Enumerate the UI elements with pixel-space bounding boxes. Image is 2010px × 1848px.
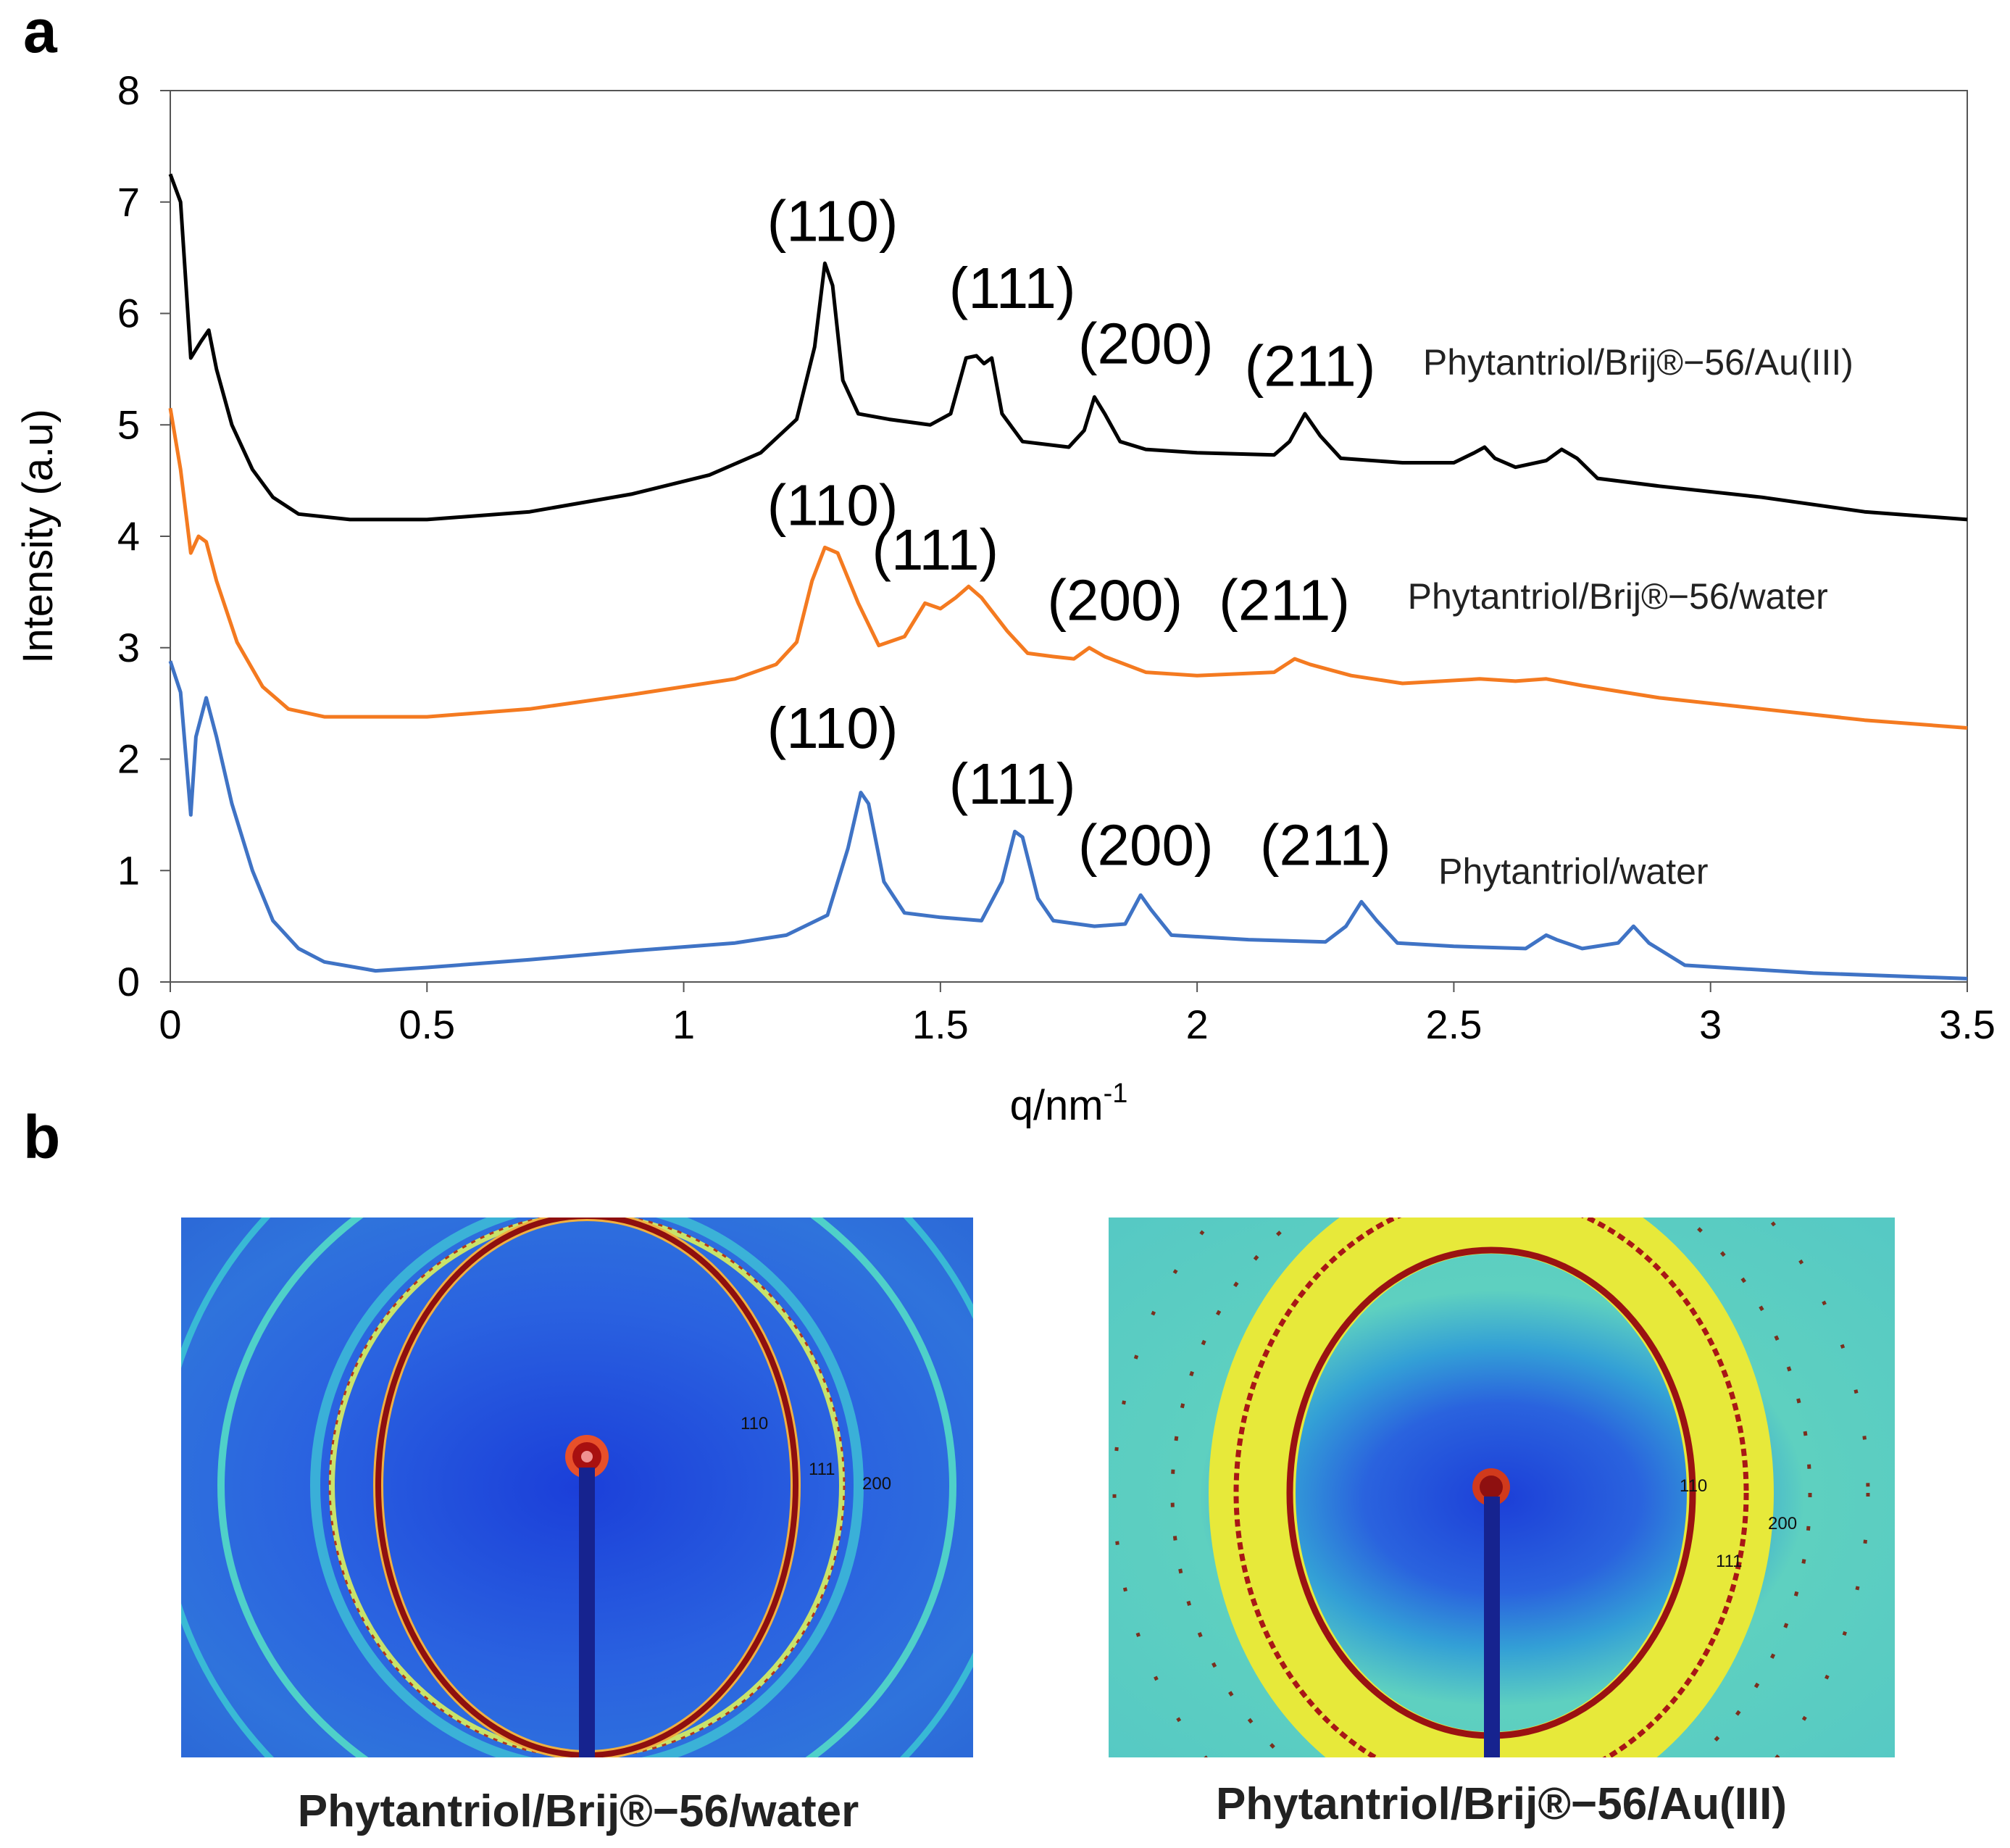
series-labels: Phytantriol/Brij®−56/Au(III) Phytantriol/… — [1408, 342, 1853, 892]
peak-label: (111) — [872, 517, 998, 582]
caption-water: Phytantriol/Brij®−56/water — [298, 1786, 859, 1836]
saxs-pattern-water: 110 111 200 Phytantriol/Brij®−56/water — [181, 1218, 973, 1836]
x-axis: 0 0.5 1 1.5 2 2.5 3 3.5 — [159, 982, 1996, 1047]
x-tick-label: 2.5 — [1425, 1002, 1482, 1047]
y-tick-label: 1 — [117, 847, 140, 893]
saxs-pattern-au: 110 111 200 Phytantriol/Brij®−56/Au(III) — [1109, 1218, 1895, 1829]
x-tick-label: 3.5 — [1939, 1002, 1996, 1047]
peak-label: (110) — [767, 189, 898, 254]
y-axis-title: Intensity (a.u) — [14, 409, 62, 663]
x-tick-label: 0.5 — [399, 1002, 455, 1047]
x-axis-title: q/nm-1 — [1010, 1078, 1128, 1129]
ring-label-200: 200 — [862, 1474, 891, 1494]
ring-label-200: 200 — [1768, 1514, 1797, 1533]
x-tick-label: 0 — [159, 1002, 181, 1047]
x-tick-label: 3 — [1699, 1002, 1722, 1047]
y-tick-label: 0 — [117, 959, 140, 1004]
y-tick-label: 7 — [117, 179, 140, 225]
y-tick-label: 5 — [117, 401, 140, 447]
y-tick-label: 3 — [117, 625, 140, 670]
series-line-2 — [168, 660, 1968, 981]
series-line-1 — [168, 407, 1968, 730]
peak-label: (111) — [949, 752, 1076, 816]
peak-label: (200) — [1047, 567, 1183, 632]
peak-label: (211) — [1219, 567, 1350, 632]
peak-label: (200) — [1078, 813, 1214, 878]
series-label: Phytantriol/water — [1438, 852, 1708, 892]
panel-label-a: a — [23, 0, 58, 65]
plot-frame — [170, 90, 1968, 983]
peak-label: (110) — [767, 473, 898, 538]
peak-label: (211) — [1245, 333, 1376, 398]
x-tick-label: 2 — [1186, 1002, 1209, 1047]
x-tick-label: 1 — [672, 1002, 695, 1047]
series-label: Phytantriol/Brij®−56/water — [1408, 576, 1828, 617]
series-line-0 — [168, 173, 1968, 522]
peak-label: (200) — [1078, 312, 1214, 376]
y-tick-label: 8 — [117, 67, 140, 113]
ring-label-111: 111 — [1716, 1552, 1742, 1571]
peak-label: (211) — [1260, 813, 1391, 878]
peak-annotations: (110)(111)(200) (211)(110)(111)(200) (211)… — [767, 189, 1391, 878]
caption-au: Phytantriol/Brij®−56/Au(III) — [1216, 1779, 1787, 1829]
panel-label-b: b — [23, 1103, 60, 1171]
series-label: Phytantriol/Brij®−56/Au(III) — [1423, 342, 1853, 383]
series-layer — [168, 173, 1968, 981]
peak-label: (110) — [767, 696, 898, 760]
y-tick-label: 4 — [117, 513, 140, 559]
ring-label-110: 110 — [741, 1414, 768, 1433]
y-tick-label: 6 — [117, 291, 140, 336]
x-tick-label: 1.5 — [912, 1002, 969, 1047]
ring-label-111: 111 — [809, 1460, 835, 1479]
ring-label-110: 110 — [1680, 1476, 1707, 1496]
y-axis: 0 1 2 3 4 5 6 7 8 — [117, 67, 170, 1004]
y-tick-label: 2 — [117, 736, 140, 782]
peak-label: (111) — [949, 256, 1076, 320]
